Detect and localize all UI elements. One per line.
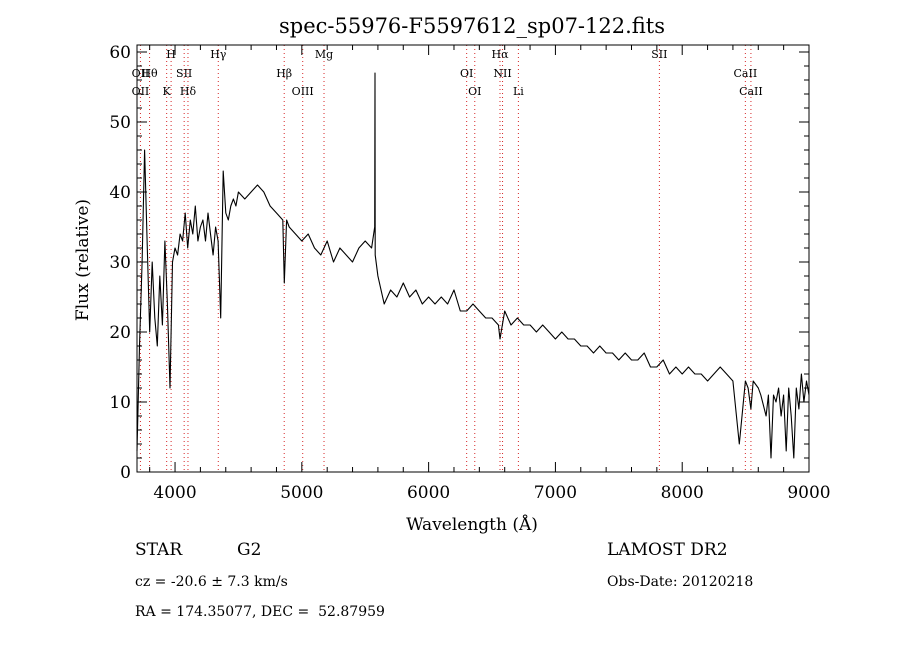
chart-title: spec-55976-F5597612_sp07-122.fits bbox=[279, 14, 665, 38]
x-axis-label: Wavelength (Å) bbox=[406, 514, 538, 535]
spectral-line-markers bbox=[139, 45, 752, 472]
line-label: OI bbox=[468, 85, 481, 98]
line-label: Mg bbox=[315, 48, 333, 61]
y-tick-label: 40 bbox=[109, 183, 131, 203]
coordinates: RA = 174.35077, DEC = 52.87959 bbox=[135, 604, 385, 620]
y-tick-label: 20 bbox=[109, 323, 131, 343]
y-tick-label: 10 bbox=[109, 393, 131, 413]
line-label: K bbox=[163, 85, 172, 98]
x-tick-label: 5000 bbox=[280, 483, 323, 503]
line-label: Hθ bbox=[141, 67, 158, 80]
line-label: CaII bbox=[739, 85, 763, 98]
line-label: OII bbox=[132, 85, 150, 98]
line-label: Hγ bbox=[210, 48, 227, 61]
spectral-line-labels: OIIOIIHθKHSIIHδHγHβOIIIMgOIOIHαNIILiSIIC… bbox=[132, 48, 763, 98]
x-tick-label: 9000 bbox=[787, 483, 830, 503]
line-label: H bbox=[166, 48, 176, 61]
line-label: OI bbox=[460, 67, 473, 80]
line-label: Li bbox=[513, 85, 524, 98]
x-tick-label: 8000 bbox=[661, 483, 704, 503]
object-class: STAR bbox=[135, 540, 183, 560]
line-label: NII bbox=[493, 67, 511, 80]
x-tick-label: 7000 bbox=[534, 483, 577, 503]
y-tick-label: 30 bbox=[109, 253, 131, 273]
spectrum-series bbox=[136, 72, 810, 459]
redshift-info: cz = -20.6 ± 7.3 km/s bbox=[135, 574, 288, 590]
line-label: Hα bbox=[491, 48, 509, 61]
obs-date: Obs-Date: 20120218 bbox=[607, 574, 754, 590]
object-subclass: G2 bbox=[237, 540, 262, 560]
line-label: Hβ bbox=[276, 67, 292, 80]
axes-frame bbox=[136, 44, 810, 473]
survey-name: LAMOST DR2 bbox=[607, 540, 728, 560]
spectrum-line bbox=[136, 72, 810, 459]
y-tick-label: 50 bbox=[109, 113, 131, 133]
plot-frame bbox=[136, 44, 810, 473]
line-label: OII bbox=[132, 67, 150, 80]
x-tick-label: 6000 bbox=[407, 483, 450, 503]
y-axis-ticks: 0 10 20 30 40 50 60 bbox=[109, 43, 809, 483]
y-tick-label: 60 bbox=[109, 43, 131, 63]
line-label: CaII bbox=[734, 67, 758, 80]
x-tick-label: 4000 bbox=[153, 483, 196, 503]
line-label: SII bbox=[176, 67, 192, 80]
x-axis-ticks: 4000 5000 6000 7000 8000 9000 bbox=[149, 45, 831, 503]
line-label: SII bbox=[651, 48, 667, 61]
y-tick-label: 0 bbox=[120, 463, 131, 483]
spectrum-chart: spec-55976-F5597612_sp07-122.fits OII OII… bbox=[73, 14, 831, 535]
y-axis-label: Flux (relative) bbox=[73, 199, 93, 321]
line-label: Hδ bbox=[180, 85, 197, 98]
line-label: OIII bbox=[292, 85, 314, 98]
